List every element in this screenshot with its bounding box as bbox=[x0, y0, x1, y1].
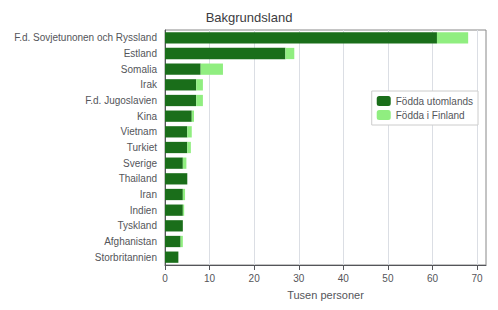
svg-text:10: 10 bbox=[204, 273, 216, 284]
svg-text:Födda i Finland: Födda i Finland bbox=[396, 110, 465, 121]
svg-text:40: 40 bbox=[338, 273, 350, 284]
svg-text:Kina: Kina bbox=[137, 111, 157, 122]
svg-text:Indien: Indien bbox=[130, 205, 157, 216]
svg-text:30: 30 bbox=[293, 273, 305, 284]
svg-text:20: 20 bbox=[249, 273, 261, 284]
svg-text:0: 0 bbox=[162, 273, 168, 284]
svg-text:Iran: Iran bbox=[140, 189, 157, 200]
svg-text:Vietnam: Vietnam bbox=[120, 126, 157, 137]
svg-text:Sverige: Sverige bbox=[123, 158, 157, 169]
svg-text:Irak: Irak bbox=[140, 79, 158, 90]
svg-text:Tyskland: Tyskland bbox=[118, 220, 157, 231]
svg-text:F.d. Jugoslavien: F.d. Jugoslavien bbox=[85, 95, 157, 106]
svg-text:60: 60 bbox=[427, 273, 439, 284]
svg-text:50: 50 bbox=[382, 273, 394, 284]
svg-text:Thailand: Thailand bbox=[119, 173, 157, 184]
svg-text:Afghanistan: Afghanistan bbox=[104, 236, 157, 247]
svg-text:Bakgrundsland: Bakgrundsland bbox=[206, 10, 293, 25]
svg-text:Tusen personer: Tusen personer bbox=[287, 289, 364, 301]
svg-text:70: 70 bbox=[472, 273, 484, 284]
svg-text:Somalia: Somalia bbox=[121, 64, 158, 75]
svg-text:Storbritannien: Storbritannien bbox=[95, 252, 157, 263]
svg-text:Turkiet: Turkiet bbox=[127, 142, 157, 153]
svg-text:Estland: Estland bbox=[124, 48, 157, 59]
svg-text:F.d. Sovjetunonen och Ryssland: F.d. Sovjetunonen och Ryssland bbox=[14, 32, 157, 43]
svg-text:Födda utomlands: Födda utomlands bbox=[396, 96, 473, 107]
